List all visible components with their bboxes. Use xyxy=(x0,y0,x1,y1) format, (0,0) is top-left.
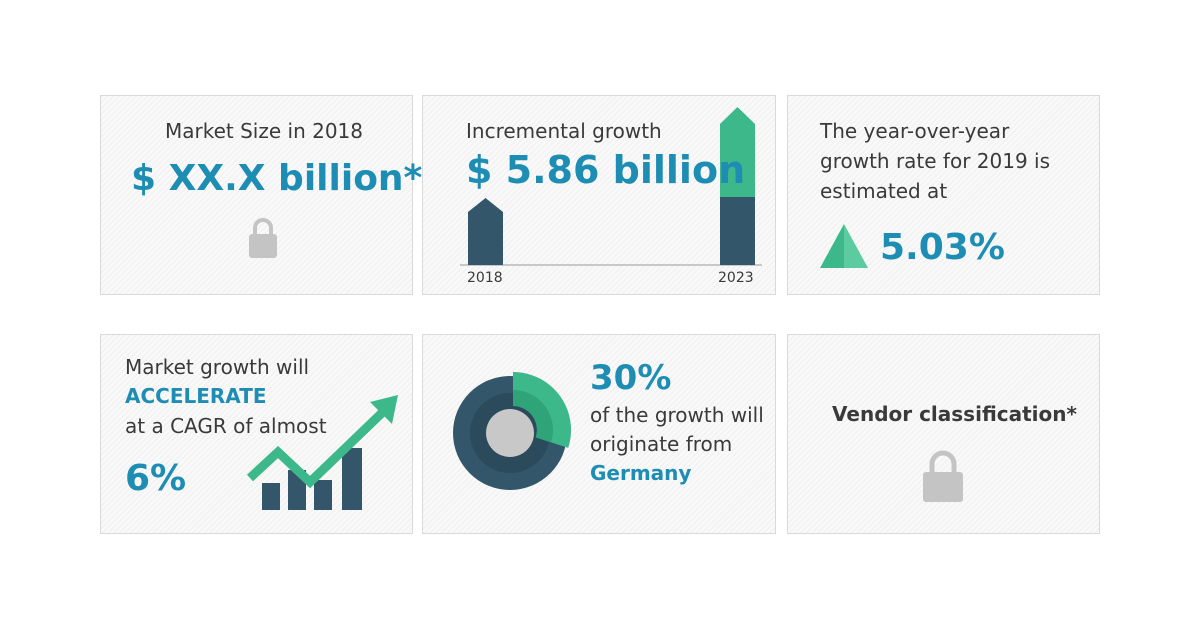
card-text: ACCELERATE xyxy=(125,384,267,408)
card-text: originate from xyxy=(590,432,733,456)
card-text: Germany xyxy=(590,461,692,485)
card-value: 5.03% xyxy=(880,227,1005,268)
card-title: Incremental growth xyxy=(466,119,662,143)
lock-icon xyxy=(923,450,963,502)
card-text: growth rate for 2019 is xyxy=(820,149,1051,173)
donut xyxy=(453,372,572,490)
card xyxy=(100,95,413,295)
card-value: $ XX.X billion* xyxy=(131,158,423,199)
lock-icon xyxy=(249,218,277,258)
card-text: Market growth will xyxy=(125,355,310,379)
card-text: of the growth will xyxy=(590,403,764,427)
growth-bars xyxy=(460,107,762,266)
bar-label: 2018 xyxy=(467,270,503,286)
card-value: 6% xyxy=(125,458,187,499)
up-triangle xyxy=(820,224,868,268)
bar-label: 2023 xyxy=(718,270,754,286)
card-value: $ 5.86 billion xyxy=(466,148,746,192)
card-value: 30% xyxy=(590,358,672,398)
growth-icon xyxy=(246,395,398,510)
card-title: Vendor classification* xyxy=(832,402,1077,426)
card-text: estimated at xyxy=(820,179,948,203)
card-text: at a CAGR of almost xyxy=(125,414,327,438)
card-text: The year-over-year xyxy=(820,119,1010,143)
card-title: Market Size in 2018 xyxy=(165,119,364,143)
